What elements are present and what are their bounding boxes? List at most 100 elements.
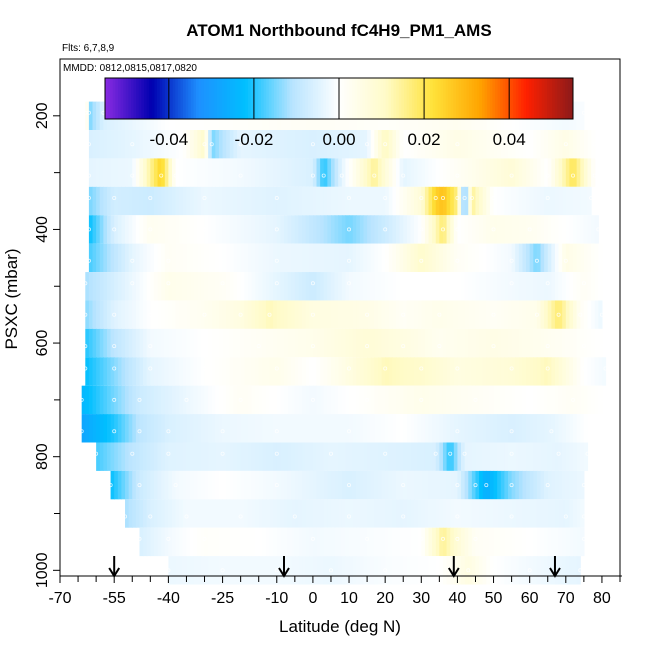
heatmap-cell (125, 300, 130, 329)
heatmap-cell (381, 385, 386, 415)
colorbar-segment (214, 78, 218, 119)
heatmap-cell (377, 414, 383, 443)
heatmap-cell (96, 272, 101, 301)
colorbar-segment (240, 78, 244, 119)
heatmap-cell (558, 357, 563, 386)
heatmap-cell (190, 243, 195, 273)
heatmap-cell (222, 243, 227, 273)
heatmap-cell (258, 243, 263, 273)
heatmap-cell (576, 442, 581, 471)
heatmap-cell (197, 470, 202, 500)
heatmap-cell (287, 158, 292, 187)
heatmap-cell (536, 158, 542, 187)
heatmap-cell (529, 414, 534, 443)
heatmap-row-950 (137, 527, 586, 557)
heatmap-cell (208, 556, 213, 585)
heatmap-cell (215, 470, 220, 500)
colorbar-segment (445, 78, 449, 119)
heatmap-cell (341, 357, 347, 386)
sample-point (365, 344, 370, 349)
sample-point (473, 397, 478, 402)
heatmap-cell (504, 470, 509, 500)
heatmap-cell (92, 300, 97, 329)
heatmap-cell (334, 130, 339, 159)
heatmap-cell (273, 130, 278, 159)
heatmap-cell (417, 186, 422, 216)
heatmap-cell (428, 215, 433, 244)
heatmap-cell (417, 158, 422, 187)
heatmap-cell (439, 130, 444, 159)
heatmap-cell (226, 243, 231, 273)
heatmap-cell (468, 186, 473, 216)
heatmap-cell (392, 215, 397, 244)
heatmap-cell (349, 357, 354, 386)
heatmap-cell (143, 186, 148, 216)
heatmap-row-450 (86, 243, 604, 273)
heatmap-cell (247, 556, 253, 585)
sample-point (83, 312, 88, 317)
sample-point (401, 344, 406, 349)
heatmap-cell (128, 243, 133, 273)
heatmap-cell (200, 527, 206, 557)
sample-point (130, 258, 135, 263)
colorbar-segment (141, 78, 145, 119)
heatmap-cell (446, 499, 451, 528)
heatmap-cell (312, 556, 318, 585)
heatmap-cell (298, 130, 303, 159)
sample-point (173, 483, 178, 488)
sample-point (527, 227, 532, 232)
heatmap-cell (226, 499, 231, 528)
sample-point (455, 483, 460, 488)
heatmap-cell (327, 499, 332, 528)
heatmap-cell (558, 385, 563, 415)
heatmap-cell (117, 357, 123, 386)
heatmap-cell (143, 499, 148, 528)
heatmap-cell (583, 300, 589, 329)
heatmap-cell (479, 272, 484, 301)
heatmap-cell (312, 243, 318, 273)
heatmap-cell (121, 300, 126, 329)
heatmap-cell (367, 527, 372, 557)
heatmap-cell (135, 499, 141, 528)
heatmap-cell (406, 215, 412, 244)
heatmap-cell (482, 499, 487, 528)
sample-point (383, 142, 388, 147)
heatmap-cell (345, 556, 350, 585)
heatmap-cell (161, 130, 166, 159)
heatmap-cell (468, 158, 473, 187)
heatmap-cell (92, 130, 97, 159)
heatmap-cell (175, 186, 180, 216)
heatmap-cell (536, 499, 542, 528)
heatmap-cell (381, 470, 386, 500)
colorbar-tick-label: 0.04 (493, 130, 526, 149)
sample-point (433, 451, 438, 456)
heatmap-cell (302, 130, 307, 159)
heatmap-cell (168, 300, 173, 329)
colorbar-segment (164, 78, 168, 119)
heatmap-cell (522, 272, 527, 301)
heatmap-cell (363, 470, 368, 500)
sample-point (137, 397, 142, 402)
heatmap-cell (99, 101, 104, 131)
heatmap-cell (421, 243, 426, 273)
colorbar-segment (118, 78, 122, 119)
heatmap-cell (305, 130, 310, 159)
heatmap-cell (276, 414, 281, 443)
heatmap-cell (526, 272, 531, 301)
heatmap-cell (117, 272, 123, 301)
heatmap-cell (135, 442, 141, 471)
heatmap-cell (132, 357, 137, 386)
colorbar-segment (479, 78, 483, 119)
heatmap-cell (554, 357, 560, 386)
heatmap-cell (276, 300, 281, 329)
heatmap-cell (139, 527, 144, 557)
sample-point (581, 483, 586, 488)
heatmap-cell (573, 414, 578, 443)
heatmap-cell (345, 414, 350, 443)
heatmap-cell (565, 243, 571, 273)
heatmap-cell (547, 527, 552, 557)
sample-point (383, 227, 388, 232)
sample-point (534, 312, 539, 317)
heatmap-cell (471, 414, 477, 443)
